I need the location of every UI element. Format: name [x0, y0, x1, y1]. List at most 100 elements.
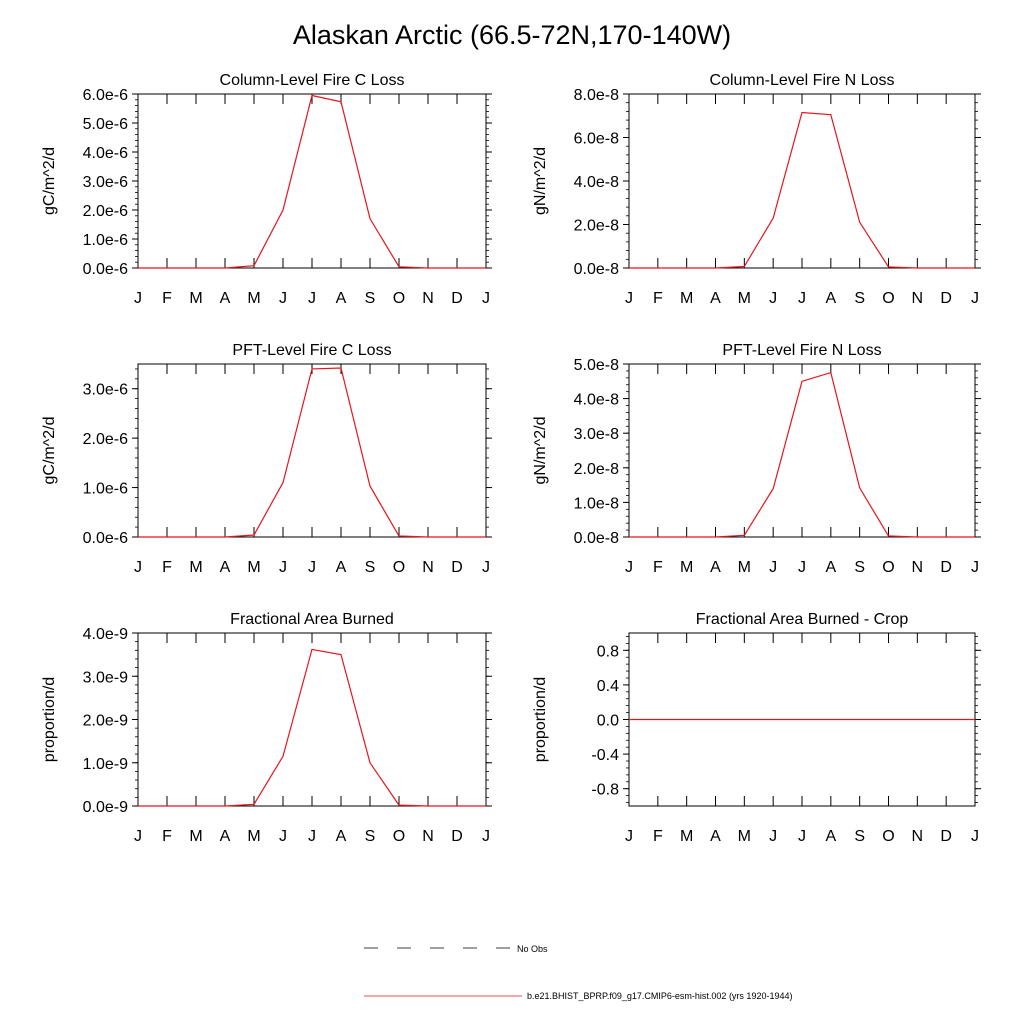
y-tick-label: 4.0e-6: [83, 145, 128, 162]
x-tick-label: N: [422, 828, 434, 845]
x-tick-label: O: [882, 828, 894, 845]
x-tick-label: M: [680, 828, 693, 845]
y-tick-label: 5.0e-6: [83, 116, 128, 133]
panel-title: Fractional Area Burned - Crop: [696, 611, 909, 628]
y-tick-label: 0.0: [597, 713, 619, 730]
y-tick-label: 8.0e-8: [574, 87, 619, 104]
x-tick-label: O: [393, 290, 405, 307]
x-tick-label: O: [393, 828, 405, 845]
y-tick-label: 3.0e-9: [83, 669, 128, 686]
x-tick-label: D: [940, 290, 952, 307]
y-tick-label: 2.0e-8: [574, 218, 619, 235]
plot-frame: [628, 93, 976, 269]
x-tick-label: F: [653, 290, 663, 307]
x-tick-label: J: [134, 559, 142, 576]
y-tick-label: 0.0e-9: [83, 799, 128, 816]
x-tick-label: J: [798, 828, 806, 845]
x-tick-label: O: [393, 559, 405, 576]
y-tick-label: 1.0e-6: [83, 481, 128, 498]
y-tick-label: 1.0e-6: [83, 232, 128, 249]
x-tick-label: A: [710, 290, 721, 307]
y-tick-label: 0.8: [597, 643, 619, 660]
y-axis-label: gC/m^2/d: [41, 147, 58, 215]
x-tick-label: J: [971, 559, 979, 576]
y-axis-label: proportion/d: [532, 677, 549, 762]
x-tick-label: N: [422, 290, 434, 307]
y-tick-label: 4.0e-9: [83, 626, 128, 643]
x-tick-label: J: [134, 290, 142, 307]
x-tick-label: A: [336, 559, 347, 576]
data-line-series-1: [138, 648, 486, 807]
data-line-series-1: [138, 367, 486, 538]
x-tick-label: S: [854, 290, 865, 307]
x-tick-label: F: [653, 559, 663, 576]
y-axis-label: proportion/d: [41, 677, 58, 762]
x-tick-label: J: [625, 828, 633, 845]
x-tick-label: J: [798, 290, 806, 307]
x-tick-label: A: [220, 290, 231, 307]
x-tick-label: M: [247, 828, 260, 845]
x-tick-label: A: [710, 828, 721, 845]
legend-model-label: b.e21.BHIST_BPRP.f09_g17.CMIP6-esm-hist.…: [527, 991, 792, 1001]
x-tick-label: N: [422, 559, 434, 576]
y-tick-label: -0.8: [591, 782, 619, 799]
x-tick-label: D: [451, 559, 463, 576]
x-tick-label: A: [336, 828, 347, 845]
x-tick-label: J: [308, 559, 316, 576]
plot-frame: [137, 93, 487, 269]
y-tick-label: 3.0e-6: [83, 174, 128, 191]
x-tick-label: J: [971, 828, 979, 845]
y-tick-label: 0.0e-6: [83, 261, 128, 278]
y-tick-label: 2.0e-8: [574, 461, 619, 478]
x-tick-label: S: [365, 559, 376, 576]
x-tick-label: N: [912, 828, 924, 845]
x-tick-label: A: [220, 828, 231, 845]
x-tick-label: F: [162, 290, 172, 307]
x-tick-label: A: [710, 559, 721, 576]
chart-panel-6: Fractional Area Burned - Crop proportion/…: [532, 611, 981, 845]
x-tick-label: M: [680, 559, 693, 576]
y-tick-label: 0.0e-8: [574, 530, 619, 547]
x-tick-label: A: [825, 559, 836, 576]
legend-obs-label: No Obs: [517, 944, 548, 954]
x-tick-label: F: [653, 828, 663, 845]
x-tick-label: J: [482, 290, 490, 307]
x-tick-label: M: [680, 290, 693, 307]
y-tick-label: 0.0e-8: [574, 261, 619, 278]
x-tick-label: J: [482, 828, 490, 845]
x-tick-label: M: [189, 290, 202, 307]
y-tick-label: 1.0e-8: [574, 495, 619, 512]
x-tick-label: N: [912, 559, 924, 576]
y-tick-label: 0.4: [597, 678, 619, 695]
y-tick-label: 4.0e-8: [574, 174, 619, 191]
x-tick-label: M: [247, 559, 260, 576]
panel-title: Column-Level Fire N Loss: [710, 72, 895, 89]
x-tick-label: D: [940, 559, 952, 576]
y-tick-label: 6.0e-8: [574, 131, 619, 148]
x-tick-label: J: [769, 828, 777, 845]
x-tick-label: F: [162, 559, 172, 576]
x-tick-label: M: [738, 828, 751, 845]
x-tick-label: M: [189, 559, 202, 576]
y-tick-label: 3.0e-8: [574, 426, 619, 443]
y-tick-label: 4.0e-8: [574, 392, 619, 409]
x-tick-label: J: [482, 559, 490, 576]
x-tick-label: J: [308, 290, 316, 307]
y-tick-label: 2.0e-6: [83, 203, 128, 220]
x-tick-label: J: [769, 290, 777, 307]
y-tick-label: -0.4: [591, 747, 619, 764]
x-tick-label: J: [971, 290, 979, 307]
panel-title: PFT-Level Fire C Loss: [232, 342, 391, 359]
x-tick-label: F: [162, 828, 172, 845]
y-tick-label: 3.0e-6: [83, 382, 128, 399]
x-tick-label: N: [912, 290, 924, 307]
panel-title: Fractional Area Burned: [230, 611, 394, 628]
x-tick-label: J: [308, 828, 316, 845]
y-tick-label: 2.0e-6: [83, 431, 128, 448]
plot-frame: [628, 363, 976, 538]
y-axis-label: gN/m^2/d: [532, 147, 549, 215]
x-tick-label: A: [220, 559, 231, 576]
